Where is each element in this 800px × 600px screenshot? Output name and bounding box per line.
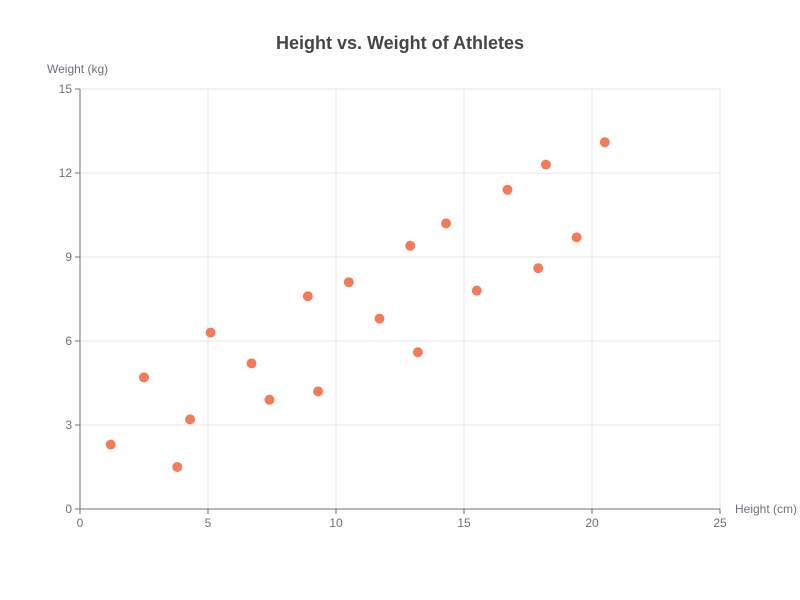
data-point[interactable] [540,159,551,170]
y-tick-label: 3 [65,418,72,432]
data-point[interactable] [471,285,482,296]
data-point[interactable] [172,462,183,472]
data-point[interactable] [412,347,423,358]
x-tick-label: 25 [713,516,727,530]
data-point[interactable] [246,358,257,369]
y-tick-label: 9 [65,250,72,264]
data-point[interactable] [302,291,313,302]
data-point[interactable] [571,232,582,243]
axes [75,88,721,514]
data-point[interactable] [139,372,149,383]
data-point[interactable] [185,414,196,425]
x-tick-label: 5 [205,516,212,530]
data-points [105,137,610,472]
data-point[interactable] [343,277,354,288]
data-point[interactable] [205,327,216,338]
data-point[interactable] [441,218,452,229]
data-point[interactable] [533,263,544,274]
data-point[interactable] [264,394,275,405]
x-axis-title: Height (cm) [735,502,797,516]
data-point[interactable] [313,386,324,397]
data-point[interactable] [599,137,610,148]
y-tick-label: 6 [65,334,72,348]
y-tick-label: 0 [65,502,72,516]
chart-title: Height vs. Weight of Athletes [276,33,524,53]
x-tick-label: 15 [457,516,471,530]
data-point[interactable] [405,240,416,251]
data-point[interactable] [374,313,385,324]
grid-lines [80,88,721,509]
tick-labels: 0 5 10 15 20 25 0 3 6 9 12 15 [59,82,727,530]
x-tick-label: 10 [329,516,343,530]
y-tick-label: 15 [59,82,73,96]
y-axis-title: Weight (kg) [47,62,108,76]
data-point[interactable] [502,184,513,195]
x-tick-label: 0 [77,516,84,530]
y-tick-label: 12 [59,166,73,180]
data-point[interactable] [105,439,116,450]
x-tick-label: 20 [585,516,599,530]
